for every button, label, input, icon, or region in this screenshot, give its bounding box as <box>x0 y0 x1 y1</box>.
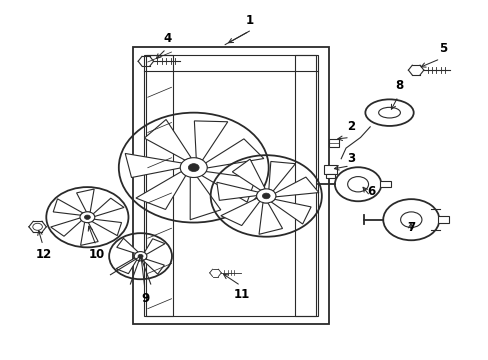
Circle shape <box>180 158 207 177</box>
Polygon shape <box>51 218 81 236</box>
Text: 10: 10 <box>89 248 105 261</box>
Text: 6: 6 <box>366 185 374 198</box>
Bar <box>143 55 318 316</box>
Polygon shape <box>275 177 318 197</box>
Bar <box>328 139 339 147</box>
Circle shape <box>188 164 199 172</box>
Text: 8: 8 <box>394 79 403 92</box>
Polygon shape <box>144 239 164 255</box>
Text: 12: 12 <box>36 248 52 261</box>
Circle shape <box>256 189 275 203</box>
Polygon shape <box>93 198 124 216</box>
Text: 11: 11 <box>233 288 250 301</box>
Polygon shape <box>205 139 264 168</box>
Polygon shape <box>259 203 282 234</box>
Polygon shape <box>268 162 295 191</box>
Text: 7: 7 <box>407 221 414 234</box>
Bar <box>437 216 448 223</box>
Polygon shape <box>92 219 122 235</box>
Polygon shape <box>136 172 185 210</box>
Polygon shape <box>117 238 138 253</box>
Ellipse shape <box>365 99 413 126</box>
Polygon shape <box>271 199 310 224</box>
Text: 5: 5 <box>438 41 446 54</box>
Polygon shape <box>216 182 258 201</box>
Polygon shape <box>125 153 182 177</box>
Polygon shape <box>116 258 137 274</box>
Text: 2: 2 <box>346 120 354 133</box>
Bar <box>133 47 328 324</box>
Polygon shape <box>142 259 164 274</box>
Bar <box>324 165 336 174</box>
Bar <box>380 181 390 188</box>
Polygon shape <box>190 177 221 220</box>
Bar <box>295 55 315 316</box>
Circle shape <box>84 215 90 219</box>
Bar <box>146 55 173 316</box>
Circle shape <box>134 252 146 261</box>
Polygon shape <box>221 198 259 226</box>
Polygon shape <box>232 159 264 190</box>
Polygon shape <box>202 171 255 202</box>
Bar <box>325 174 334 177</box>
Ellipse shape <box>378 107 400 118</box>
Polygon shape <box>144 120 191 160</box>
Polygon shape <box>81 222 98 246</box>
Text: 4: 4 <box>163 32 171 45</box>
Circle shape <box>80 212 95 222</box>
Text: 1: 1 <box>245 14 253 27</box>
Text: 3: 3 <box>346 152 354 165</box>
Polygon shape <box>53 199 82 215</box>
Circle shape <box>138 255 143 258</box>
Circle shape <box>262 193 269 199</box>
Text: 9: 9 <box>141 292 149 305</box>
Polygon shape <box>194 121 227 160</box>
Polygon shape <box>77 189 94 212</box>
